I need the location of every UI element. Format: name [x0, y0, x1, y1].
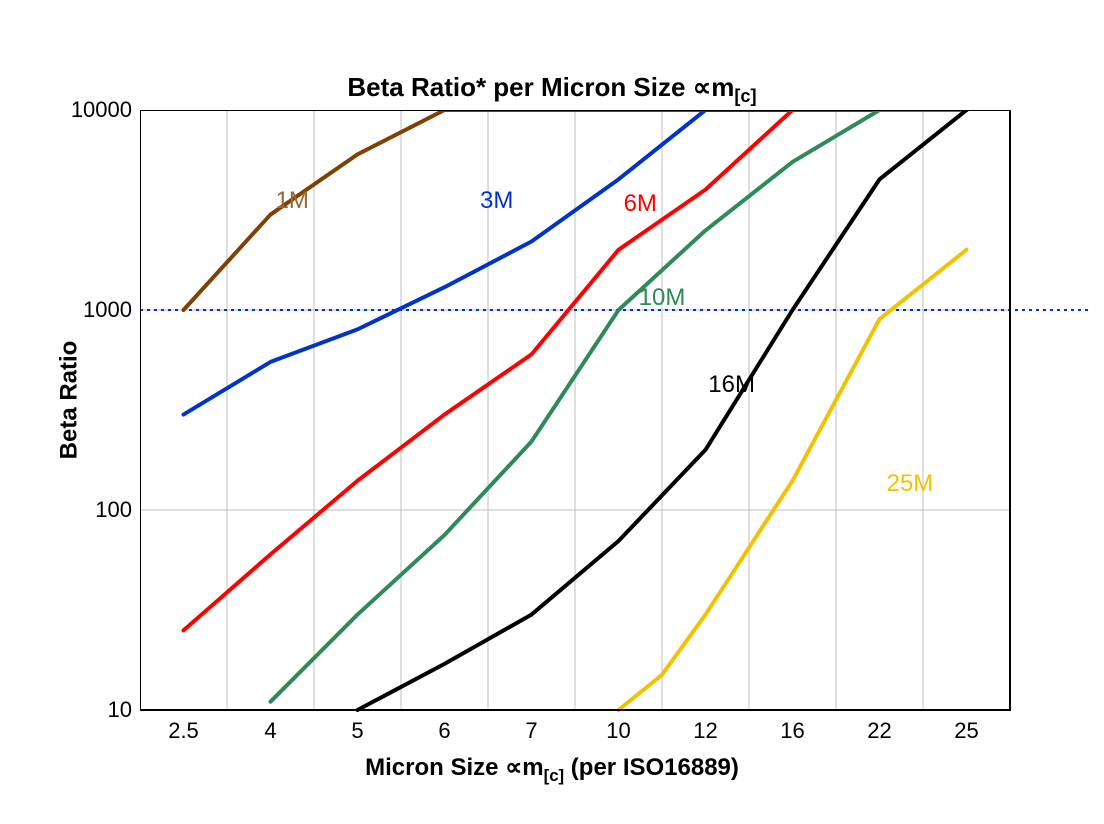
series-10M	[271, 110, 967, 702]
ytick-10: 10	[108, 697, 140, 723]
series-label-10M: 10M	[639, 284, 686, 312]
series-label-25M: 25M	[887, 470, 934, 498]
chart-title: Beta Ratio* per Micron Size ∝m[c]	[0, 72, 1104, 107]
ytick-10000: 10000	[71, 97, 140, 123]
xtick-5: 5	[351, 710, 363, 744]
xtick-6: 6	[438, 710, 450, 744]
xtick-12: 12	[693, 710, 717, 744]
ytick-1000: 1000	[83, 297, 140, 323]
xtick-7: 7	[525, 710, 537, 744]
series-label-6M: 6M	[624, 190, 657, 218]
xtick-16: 16	[780, 710, 804, 744]
y-axis-label: Beta Ratio	[55, 341, 83, 460]
xtick-25: 25	[954, 710, 978, 744]
ytick-100: 100	[95, 497, 140, 523]
xtick-22: 22	[867, 710, 891, 744]
xtick-2.5: 2.5	[168, 710, 199, 744]
plot-area: 101001000100002.5456710121622251M3M6M10M…	[140, 110, 1010, 710]
xtick-4: 4	[264, 710, 276, 744]
x-axis-label: Micron Size ∝m[c] (per ISO16889)	[0, 753, 1104, 786]
xtick-10: 10	[606, 710, 630, 744]
series-label-16M: 16M	[708, 371, 755, 399]
beta-ratio-chart: Beta Ratio* per Micron Size ∝m[c] Beta R…	[0, 0, 1104, 824]
series-label-3M: 3M	[480, 187, 513, 215]
series-label-1M: 1M	[276, 187, 309, 215]
